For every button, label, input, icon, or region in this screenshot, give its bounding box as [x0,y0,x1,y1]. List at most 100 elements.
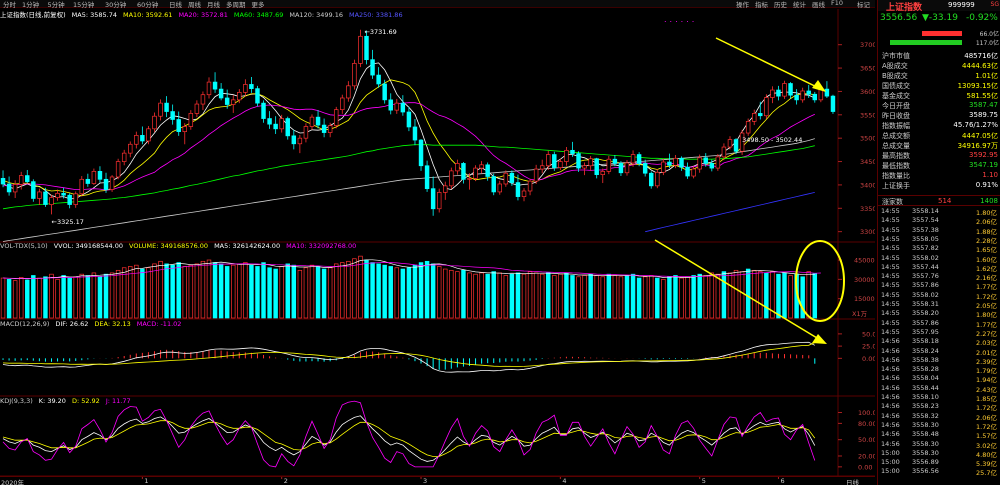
candle [67,193,72,209]
candle [764,94,769,120]
candle [31,179,36,202]
y-tick-label: 3650 [860,65,875,73]
tick-row: 14:55 3557.76 2.16亿 [878,272,1000,282]
toolbar-menu-item[interactable]: 标记 [857,1,870,9]
kdj-y-tick-label: 80.00 [858,420,875,428]
candle [79,176,85,197]
candle [206,77,212,99]
kdj-label: KDJ(9,3,3) [0,397,33,405]
period-tab[interactable]: 1分钟 [22,1,40,9]
tick-row: 14:55 3557.86 1.77亿 [878,281,1000,291]
x-axis-month-label: 1 [144,477,149,485]
period-tab[interactable]: 30分钟 [105,1,127,9]
tick-row: 14:55 3558.14 1.80亿 [878,207,1000,217]
kdj-y-tick-label: 100.00 [858,409,875,417]
candle [830,94,836,114]
toolbar-menu-item[interactable]: 操作 [736,1,749,9]
candle [370,49,375,79]
stat-value: 1.10 [982,171,998,179]
period-tab[interactable]: 周线 [188,1,201,9]
tick-price: 3558.23 [912,402,939,411]
volume-bar [424,260,430,319]
tick-price: 3558.32 [912,411,939,420]
toolbar-menu-item[interactable]: F10 [831,0,844,7]
period-tab[interactable]: 5分钟 [47,1,65,9]
price-change: ▼-33.19 [922,13,958,23]
tick-volume: 2.27亿 [976,329,997,338]
toolbar-menu-item[interactable]: 历史 [774,1,787,9]
candle-body [673,157,678,166]
tick-price: 3556.56 [912,467,939,476]
candle [73,191,78,208]
tick-time: 15:00 [881,467,900,476]
candle-body [636,154,642,164]
candle-body [806,90,811,95]
tick-time: 14:56 [881,374,900,383]
candle-body [703,157,708,164]
period-tab[interactable]: 更多 [251,1,265,9]
tick-price: 3557.86 [912,318,939,327]
volume-bar [564,272,569,319]
period-tab[interactable]: 15分钟 [73,1,95,9]
volume-bar [249,264,254,319]
volume-bar [697,273,702,319]
period-tab[interactable]: 60分钟 [137,1,159,9]
tick-time: 14:55 [881,244,900,253]
turnover-bar [890,40,962,45]
macd-label: MACD(12,26,9) [0,320,50,328]
period-tab[interactable]: 分时 [3,1,16,9]
ma-label: MA60: 3487.69 [233,11,284,19]
toolbar-menu-item[interactable]: 统计 [793,1,806,9]
candle [91,168,97,185]
trend-arrow-volume [654,239,823,342]
tick-volume: 2.28亿 [976,236,997,245]
tick-volume: 1.72亿 [976,292,997,301]
candle [18,171,24,190]
volume-bar [443,268,448,319]
volume-bar [467,272,472,319]
volume-bar [370,262,375,319]
tick-volume: 1.60亿 [976,255,997,264]
candle-body [352,63,357,87]
volume-bar [509,273,515,319]
stat-label: 上证换手 [882,182,910,190]
candle-body [285,118,290,137]
tick-row: 14:56 3558.10 1.85亿 [878,393,1000,403]
volume-bar [303,267,309,319]
tick-row: 14:55 3557.95 2.27亿 [878,328,1000,338]
candle-body [297,137,303,145]
candle [115,158,121,180]
toolbar-menu-item[interactable]: 指标 [755,1,768,9]
period-tab[interactable]: 日线 [169,1,182,9]
volume-bar [49,273,54,319]
x-axis-bar: 2020年 1 2 3 4 5 6 日线 [0,476,875,485]
candle [309,114,315,130]
candle-body [764,97,769,117]
candle [352,59,357,90]
volume-bar [436,266,442,319]
tick-price: 3557.86 [912,281,939,290]
stat-label: 最低指数 [882,162,910,170]
candle [200,91,206,111]
stat-row: 最低指数 3547.19 [878,161,1000,171]
period-tab[interactable]: 月线 [207,1,220,9]
candle [279,114,284,133]
candle-body [667,161,672,166]
candle-body [91,171,97,184]
tick-price: 3558.02 [912,253,939,262]
sg-badge[interactable]: SG [990,1,999,8]
candle-body [697,157,702,170]
advance-decline-row: 涨家数 514 1408 [878,195,1000,206]
tick-volume: 1.72亿 [976,404,997,413]
stat-row: 国债成交 13093.15亿 [878,81,1000,91]
candle-body [812,93,818,101]
candle [182,123,187,145]
candle-body [255,88,260,104]
volume-bar [376,263,381,319]
advance-decline-label: 涨家数 [882,198,903,206]
toolbar-menu-item[interactable]: 画线 [812,1,825,9]
volume-bar [745,268,751,319]
tick-price: 3558.31 [912,300,939,308]
stat-value: 3592.95 [969,151,998,159]
period-tab[interactable]: 多周期 [226,1,246,9]
